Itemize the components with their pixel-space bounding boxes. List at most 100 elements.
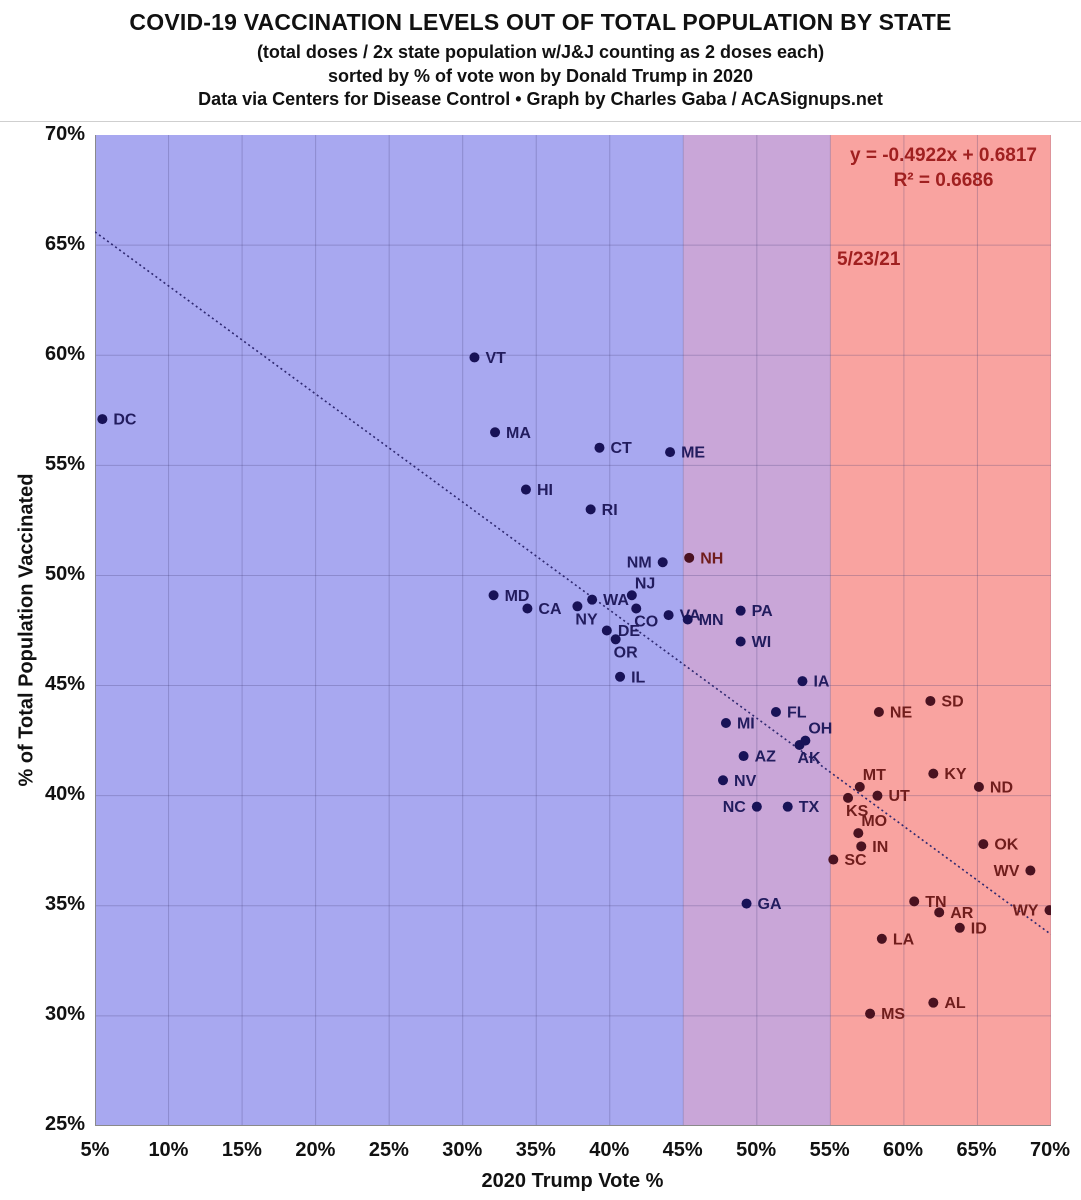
y-tick-60: 60% — [44, 343, 85, 365]
data-point-LA — [876, 933, 887, 944]
x-tick-70: 70% — [1029, 1139, 1071, 1161]
chart-source-credit: Data via Centers for Disease Control • G… — [198, 89, 883, 109]
data-point-label-FL: FL — [787, 704, 807, 721]
data-point-IN — [856, 841, 867, 852]
data-point-AK — [794, 740, 805, 751]
x-tick-60: 60% — [883, 1139, 924, 1161]
region-trump-strong — [830, 135, 1051, 1126]
data-point-VA — [663, 610, 674, 621]
data-point-UT — [872, 790, 883, 801]
y-tick-25: 25% — [44, 1113, 85, 1135]
data-point-label-MI: MI — [737, 715, 755, 732]
x-tick-55: 55% — [809, 1139, 850, 1161]
data-point-KS — [843, 792, 854, 803]
data-point-label-ME: ME — [681, 445, 705, 462]
data-point-HI — [520, 484, 531, 495]
data-point-TN — [909, 896, 920, 907]
chart-title: COVID-19 VACCINATION LEVELS OUT OF TOTAL… — [129, 9, 952, 35]
data-point-VT — [469, 352, 480, 363]
data-point-label-NV: NV — [734, 773, 757, 790]
y-tick-30: 30% — [44, 1003, 85, 1025]
x-axis-title: 2020 Trump Vote % — [481, 1170, 664, 1192]
data-point-label-RI: RI — [602, 502, 618, 519]
data-point-ND — [973, 781, 984, 792]
data-point-label-SD: SD — [941, 693, 963, 710]
data-point-NJ — [626, 590, 637, 601]
data-point-DC — [97, 414, 108, 425]
data-point-AR — [934, 907, 945, 918]
data-point-label-IL: IL — [631, 669, 645, 686]
y-tick-50: 50% — [44, 563, 85, 585]
chart-header: COVID-19 VACCINATION LEVELS OUT OF TOTAL… — [0, 0, 1081, 112]
data-point-KY — [928, 768, 939, 779]
data-point-label-MA: MA — [506, 425, 531, 442]
data-point-CT — [594, 442, 605, 453]
data-point-PA — [735, 605, 746, 616]
data-point-label-KS: KS — [846, 803, 869, 820]
chart-top-border — [0, 121, 1081, 122]
data-point-CO — [631, 603, 642, 614]
data-point-label-MO: MO — [861, 813, 887, 830]
y-tick-55: 55% — [44, 453, 85, 475]
region-biden-strong — [95, 135, 684, 1126]
data-point-label-DC: DC — [113, 412, 137, 429]
y-tick-45: 45% — [44, 673, 85, 695]
data-point-NH — [684, 552, 695, 563]
data-point-label-CO: CO — [634, 613, 658, 630]
data-point-MD — [488, 590, 499, 601]
region-swing — [683, 135, 831, 1126]
data-point-WY — [1044, 905, 1051, 916]
data-point-NE — [873, 706, 884, 717]
date-annotation: 5/23/21 — [837, 249, 901, 270]
data-point-SD — [925, 695, 936, 706]
chart-subtitle: (total doses / 2x state population w/J&J… — [256, 42, 825, 62]
data-point-label-WI: WI — [752, 634, 772, 651]
data-point-MA — [490, 427, 501, 438]
x-tick-40: 40% — [589, 1139, 630, 1161]
data-point-IL — [615, 671, 626, 682]
data-point-label-DE: DE — [618, 623, 641, 640]
data-point-label-ND: ND — [990, 779, 1013, 796]
data-point-label-LA: LA — [893, 931, 915, 948]
data-point-label-TX: TX — [799, 799, 820, 816]
y-axis-title: % of Total Population Vaccinated — [15, 473, 38, 787]
data-point-label-AZ: AZ — [755, 749, 777, 766]
x-tick-65: 65% — [956, 1139, 997, 1161]
data-point-label-MN: MN — [699, 612, 724, 629]
data-point-label-NE: NE — [890, 704, 913, 721]
scatter-plot-svg: DCVTMACTMEHIRINMNHMDCANYWANJDEORCOVAMNPA… — [95, 135, 1051, 1126]
data-point-label-MD: MD — [505, 588, 530, 605]
data-point-label-OK: OK — [994, 837, 1018, 854]
data-point-label-ID: ID — [971, 920, 987, 937]
data-point-label-UT: UT — [888, 788, 910, 805]
data-point-label-MS: MS — [881, 1006, 905, 1023]
data-point-MS — [865, 1008, 876, 1019]
data-point-label-NJ: NJ — [635, 575, 655, 592]
data-point-GA — [741, 898, 752, 909]
data-point-NM — [657, 557, 668, 568]
chart-sort-note: sorted by % of vote won by Donald Trump … — [327, 65, 754, 86]
y-tick-40: 40% — [44, 783, 85, 805]
trendline-equation: y = -0.4922x + 0.6817 R² = 0.6686 — [850, 143, 1037, 193]
data-point-label-NH: NH — [700, 550, 723, 567]
plot-area: DCVTMACTMEHIRINMNHMDCANYWANJDEORCOVAMNPA… — [95, 135, 1051, 1126]
data-point-label-AR: AR — [950, 905, 974, 922]
data-point-label-AK: AK — [797, 750, 821, 767]
data-point-AZ — [738, 751, 749, 762]
data-point-WV — [1025, 865, 1036, 876]
data-point-MT — [854, 781, 865, 792]
data-point-SC — [828, 854, 839, 865]
data-point-label-WA: WA — [603, 592, 629, 609]
data-point-label-MT: MT — [863, 767, 886, 784]
data-point-label-HI: HI — [537, 482, 553, 499]
data-point-TX — [782, 801, 793, 812]
y-tick-35: 35% — [44, 893, 85, 915]
data-point-AL — [928, 997, 939, 1008]
data-point-label-SC: SC — [844, 852, 867, 869]
data-point-OR — [610, 634, 621, 645]
y-tick-70: 70% — [44, 123, 85, 145]
data-point-DE — [601, 625, 612, 636]
data-point-label-AL: AL — [944, 995, 966, 1012]
data-point-IA — [797, 676, 808, 687]
data-point-label-WV: WV — [994, 863, 1020, 880]
